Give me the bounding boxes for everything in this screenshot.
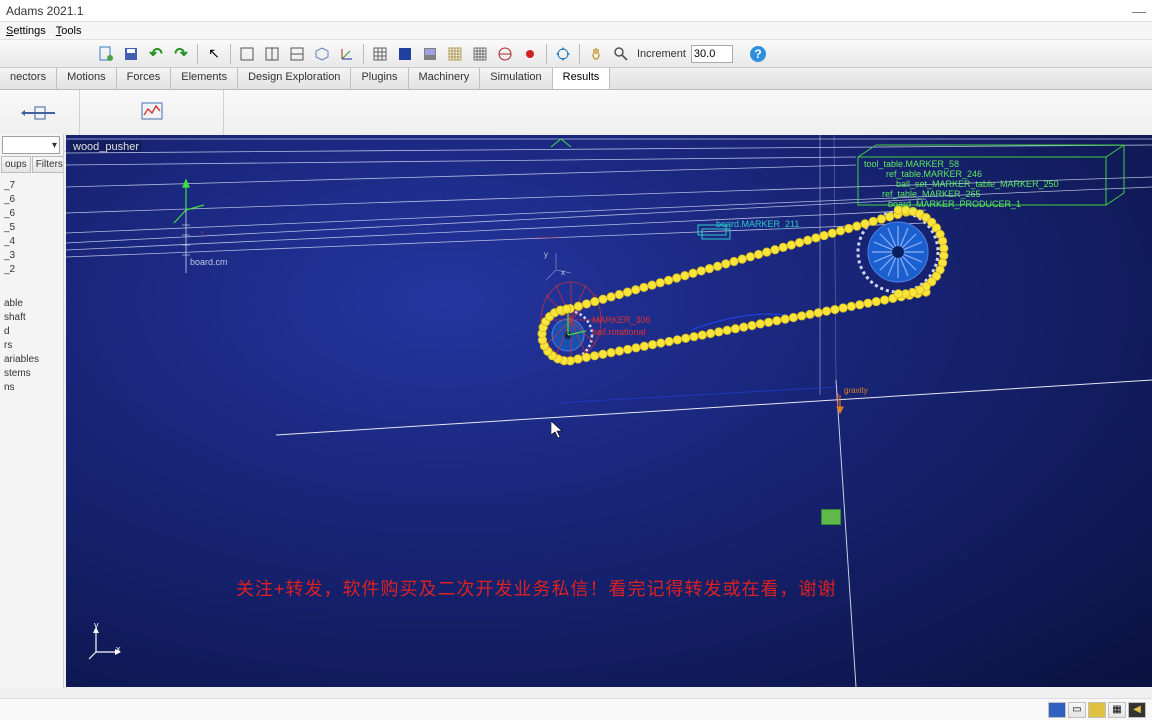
svg-text:?: ? — [754, 47, 761, 61]
svg-text:•: • — [201, 228, 204, 237]
tree-item[interactable]: _2 — [2, 263, 61, 277]
main-toolbar: ↶ ↷ ↖ Increment ? — [0, 40, 1152, 68]
tab-connectors[interactable]: nectors — [0, 68, 57, 89]
axis-x-label: x — [116, 644, 121, 654]
menu-settings[interactable]: Settings — [4, 25, 48, 37]
review-icon[interactable] — [21, 94, 59, 132]
axis-gizmo: y x — [86, 622, 126, 662]
tree-item[interactable]: _6 — [2, 193, 61, 207]
model-tree[interactable]: _7 _6 _6 _5 _4 _3 _2 able shaft d rs ari… — [0, 175, 63, 399]
model-geometry: x y ——— • — [66, 135, 1152, 687]
minimize-button[interactable]: — — [1132, 3, 1146, 19]
tree-item[interactable]: d — [2, 325, 61, 339]
fill-icon[interactable] — [394, 43, 416, 65]
svg-text:———: ——— — [536, 233, 560, 242]
browser-dropdown[interactable]: ▾ — [2, 136, 60, 154]
menu-bar: Settings Tools — [0, 22, 1152, 40]
svg-text:x: x — [561, 268, 565, 277]
tab-motions[interactable]: Motions — [57, 68, 117, 89]
marker-label: board_MARKER_PRODUCER_1 — [888, 199, 1021, 209]
tree-item[interactable]: _3 — [2, 249, 61, 263]
view3-icon[interactable] — [286, 43, 308, 65]
undo-icon[interactable]: ↶ — [145, 43, 167, 65]
view1-icon[interactable] — [236, 43, 258, 65]
marker-label: board.cm — [190, 257, 228, 267]
render-icon[interactable] — [419, 43, 441, 65]
marker-label: MARKER_306 — [592, 315, 651, 325]
status-btn-3[interactable] — [1088, 702, 1106, 718]
tree-item[interactable]: rs — [2, 339, 61, 353]
watermark-text: 关注+转发，软件购买及二次开发业务私信！看完记得转发或在看，谢谢 — [236, 575, 837, 601]
browser-tab-filters[interactable]: Filters — [32, 156, 64, 173]
help-icon[interactable]: ? — [747, 43, 769, 65]
view2-icon[interactable] — [261, 43, 283, 65]
orbit-icon[interactable] — [552, 43, 574, 65]
title-bar: Adams 2021.1 — — [0, 0, 1152, 22]
postprocessor-icon[interactable] — [133, 94, 171, 132]
new-icon[interactable] — [95, 43, 117, 65]
iso-icon[interactable] — [311, 43, 333, 65]
tree-item[interactable]: _4 — [2, 235, 61, 249]
marker-label: ref_table_MARKER_265 — [882, 189, 981, 199]
browser-tab-groups[interactable]: oups — [1, 156, 31, 173]
grid-icon[interactable] — [369, 43, 391, 65]
menu-tools[interactable]: Tools — [54, 25, 84, 37]
tree-item[interactable]: ns — [2, 381, 61, 395]
increment-input[interactable] — [691, 45, 733, 63]
marker-label: ball.rotational — [592, 327, 646, 337]
status-btn-1[interactable] — [1048, 702, 1066, 718]
marker-label: ball_set_MARKER_table_MARKER_250 — [896, 179, 1059, 189]
tree-item[interactable]: stems — [2, 367, 61, 381]
marker-label: board.MARKER_211 — [716, 219, 799, 229]
tree-item[interactable]: _7 — [2, 179, 61, 193]
tab-plugins[interactable]: Plugins — [351, 68, 408, 89]
increment-label: Increment — [635, 48, 688, 60]
axis-icon[interactable] — [336, 43, 358, 65]
record-icon[interactable] — [519, 43, 541, 65]
redo-icon[interactable]: ↷ — [170, 43, 192, 65]
tab-machinery[interactable]: Machinery — [409, 68, 481, 89]
wireframe-icon[interactable] — [494, 43, 516, 65]
tree-item[interactable]: ariables — [2, 353, 61, 367]
select-icon[interactable]: ↖ — [203, 43, 225, 65]
tab-elements[interactable]: Elements — [171, 68, 238, 89]
3d-viewport[interactable]: wood_pusher — [66, 135, 1152, 687]
pan-icon[interactable] — [585, 43, 607, 65]
green-part — [821, 509, 841, 525]
tab-design-exploration[interactable]: Design Exploration — [238, 68, 351, 89]
tab-results[interactable]: Results — [553, 68, 611, 89]
marker-label: ref_table.MARKER_246 — [886, 169, 982, 179]
status-btn-2[interactable]: ▭ — [1068, 702, 1086, 718]
status-bar: ▭ ▦ ◀ — [0, 698, 1152, 720]
ribbon-tabs: nectors Motions Forces Elements Design E… — [0, 68, 1152, 90]
zoom-icon[interactable] — [610, 43, 632, 65]
svg-text:y: y — [544, 250, 548, 259]
tab-simulation[interactable]: Simulation — [480, 68, 552, 89]
model-browser: ▾ oups Filters _7 _6 _6 _5 _4 _3 _2 able… — [0, 134, 64, 688]
tree-item[interactable]: _6 — [2, 207, 61, 221]
status-btn-4[interactable]: ▦ — [1108, 702, 1126, 718]
tree-item[interactable]: shaft — [2, 311, 61, 325]
tree-item[interactable]: _5 — [2, 221, 61, 235]
status-btn-5[interactable]: ◀ — [1128, 702, 1146, 718]
mesh2-icon[interactable] — [469, 43, 491, 65]
save-icon[interactable] — [120, 43, 142, 65]
axis-y-label: y — [94, 620, 99, 630]
app-title: Adams 2021.1 — [6, 4, 83, 18]
mesh1-icon[interactable] — [444, 43, 466, 65]
tree-item[interactable]: able — [2, 297, 61, 311]
tab-forces[interactable]: Forces — [117, 68, 172, 89]
svg-text:gravity: gravity — [844, 386, 868, 395]
marker-label: tool_table.MARKER_58 — [864, 159, 959, 169]
